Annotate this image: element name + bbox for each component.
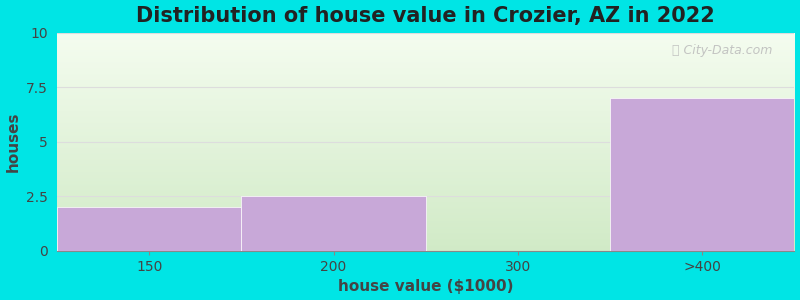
Bar [242, 196, 426, 251]
Bar [610, 98, 794, 251]
Y-axis label: houses: houses [6, 112, 21, 172]
Bar [57, 207, 242, 251]
Text: ⓘ City-Data.com: ⓘ City-Data.com [672, 44, 772, 57]
X-axis label: house value ($1000): house value ($1000) [338, 279, 514, 294]
Title: Distribution of house value in Crozier, AZ in 2022: Distribution of house value in Crozier, … [136, 6, 715, 26]
